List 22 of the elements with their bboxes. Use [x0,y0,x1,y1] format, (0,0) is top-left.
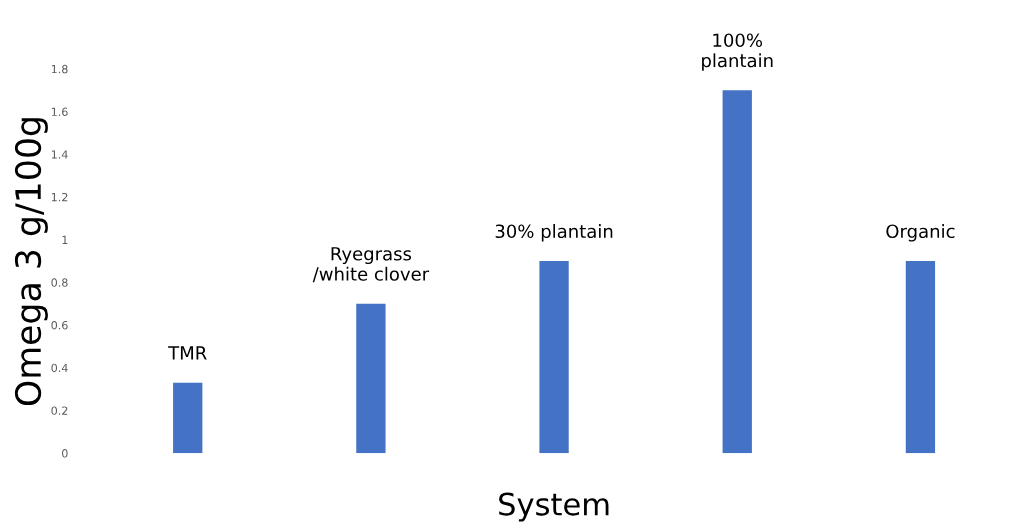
bar [539,261,569,454]
x-tick-label: Ryegrass /white clover [312,247,430,283]
y-tick-label: 0.8 [51,278,68,287]
bar [905,261,936,454]
y-tick-label: 1.6 [51,107,68,116]
x-tick-label: 100% plantain [702,33,773,71]
x-axis-title: System [499,492,609,522]
y-tick-label: 1 [62,235,68,244]
bar [173,382,203,454]
y-tick-label: 1.8 [51,64,68,74]
y-tick-label: 0.4 [51,363,68,373]
y-tick-label: 0 [62,449,68,458]
bar [356,303,386,454]
bar [722,90,752,454]
x-tick-label: Organic [886,224,955,242]
y-tick-label: 1.2 [51,192,68,202]
y-tick-label: 0.6 [51,321,68,330]
x-tick-label: TMR [168,346,207,360]
y-tick-label: 1.4 [51,150,68,159]
y-tick-label: 0.2 [51,406,68,415]
y-axis-title: Omega 3 g/100g [14,118,48,406]
x-tick-label: 30% plantain [495,224,613,242]
